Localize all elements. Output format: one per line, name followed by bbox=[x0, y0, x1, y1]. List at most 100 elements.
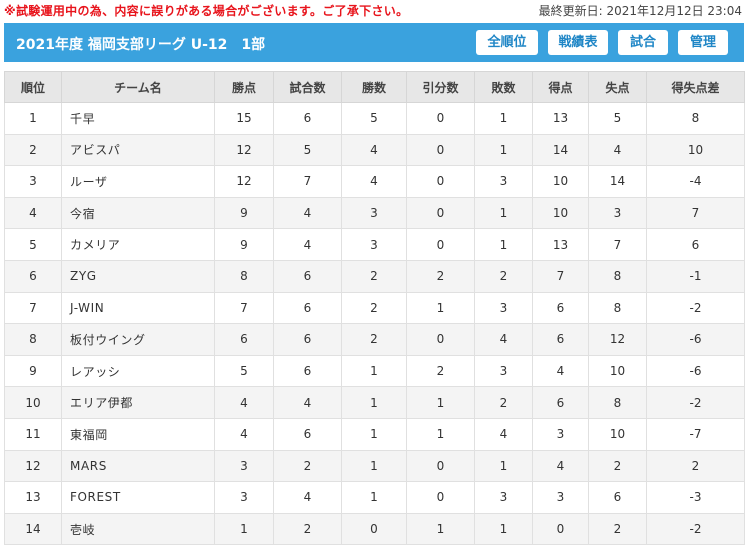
rank-cell: 9 bbox=[4, 354, 62, 388]
goal-difference-cell: -2 bbox=[646, 512, 745, 546]
goals-for-cell: 4 bbox=[532, 354, 589, 388]
goal-difference-cell: 10 bbox=[646, 133, 745, 167]
matches-button[interactable]: 試合 bbox=[618, 30, 668, 55]
goals-against-cell: 14 bbox=[588, 165, 647, 198]
team-name-cell[interactable]: 東福岡 bbox=[61, 417, 215, 451]
goals-for-cell: 6 bbox=[532, 291, 589, 325]
losses-cell: 1 bbox=[474, 133, 533, 167]
losses-cell: 2 bbox=[474, 386, 533, 419]
goals-for-cell: 10 bbox=[532, 165, 589, 198]
team-name-cell[interactable]: 壱岐 bbox=[61, 512, 215, 546]
goals-for-cell: 3 bbox=[532, 481, 589, 514]
played-cell: 6 bbox=[273, 259, 342, 293]
rank-cell: 13 bbox=[4, 481, 62, 514]
losses-cell: 4 bbox=[474, 417, 533, 451]
rank-cell: 14 bbox=[4, 512, 62, 546]
team-name-cell[interactable]: ルーザ bbox=[61, 165, 215, 198]
losses-cell: 3 bbox=[474, 165, 533, 198]
goals-against-cell: 12 bbox=[588, 323, 647, 356]
goals-against-cell: 8 bbox=[588, 259, 647, 293]
wins-cell: 4 bbox=[341, 165, 407, 198]
draws-cell: 0 bbox=[406, 165, 475, 198]
table-row: 5 カメリア 9 4 3 0 1 13 7 6 bbox=[4, 228, 745, 261]
goal-difference-cell: 8 bbox=[646, 102, 745, 135]
goals-against-cell: 8 bbox=[588, 386, 647, 419]
goal-difference-cell: 7 bbox=[646, 196, 745, 230]
points-cell: 3 bbox=[214, 481, 274, 514]
standings-table: 順位 チーム名 勝点 試合数 勝数 引分数 敗数 得点 失点 得失点差 1 千早 1… bbox=[4, 71, 745, 546]
wins-cell: 2 bbox=[341, 323, 407, 356]
goals-for-cell: 14 bbox=[532, 133, 589, 167]
table-row: 6 ZYG 8 6 2 2 2 7 8 -1 bbox=[4, 259, 745, 293]
goals-for-cell: 6 bbox=[532, 386, 589, 419]
column-header-goals-for: 得点 bbox=[532, 71, 589, 103]
rank-cell: 12 bbox=[4, 449, 62, 483]
last-updated: 最終更新日: 2021年12月12日 23:04 bbox=[538, 4, 742, 18]
team-name-cell[interactable]: J-WIN bbox=[61, 291, 215, 325]
team-name-cell[interactable]: 千早 bbox=[61, 102, 215, 135]
team-name-cell[interactable]: MARS bbox=[61, 449, 215, 483]
rank-cell: 5 bbox=[4, 228, 62, 261]
goals-against-cell: 2 bbox=[588, 449, 647, 483]
table-row: 11 東福岡 4 6 1 1 4 3 10 -7 bbox=[4, 417, 745, 451]
goal-difference-cell: 2 bbox=[646, 449, 745, 483]
losses-cell: 1 bbox=[474, 102, 533, 135]
draws-cell: 0 bbox=[406, 449, 475, 483]
header-nav: 全順位 戦績表 試合 管理 bbox=[476, 30, 728, 55]
draws-cell: 0 bbox=[406, 133, 475, 167]
points-cell: 3 bbox=[214, 449, 274, 483]
all-rankings-button[interactable]: 全順位 bbox=[476, 30, 538, 55]
points-cell: 12 bbox=[214, 165, 274, 198]
draws-cell: 1 bbox=[406, 291, 475, 325]
draws-cell: 0 bbox=[406, 323, 475, 356]
notice-bar: ※試験運用中の為、内容に誤りがある場合がございます。ご了承下さい。 最終更新日:… bbox=[0, 0, 750, 20]
played-cell: 6 bbox=[273, 102, 342, 135]
losses-cell: 1 bbox=[474, 228, 533, 261]
goals-against-cell: 10 bbox=[588, 417, 647, 451]
played-cell: 4 bbox=[273, 481, 342, 514]
table-row: 14 壱岐 1 2 0 1 1 0 2 -2 bbox=[4, 512, 745, 546]
goals-against-cell: 5 bbox=[588, 102, 647, 135]
team-name-cell[interactable]: レアッシ bbox=[61, 354, 215, 388]
points-cell: 5 bbox=[214, 354, 274, 388]
team-name-cell[interactable]: エリア伊都 bbox=[61, 386, 215, 419]
goals-for-cell: 4 bbox=[532, 449, 589, 483]
points-cell: 6 bbox=[214, 323, 274, 356]
goal-difference-cell: -6 bbox=[646, 323, 745, 356]
played-cell: 4 bbox=[273, 228, 342, 261]
played-cell: 6 bbox=[273, 291, 342, 325]
draws-cell: 1 bbox=[406, 386, 475, 419]
points-cell: 15 bbox=[214, 102, 274, 135]
points-cell: 1 bbox=[214, 512, 274, 546]
goals-for-cell: 10 bbox=[532, 196, 589, 230]
played-cell: 6 bbox=[273, 417, 342, 451]
points-cell: 4 bbox=[214, 386, 274, 419]
results-table-button[interactable]: 戦績表 bbox=[548, 30, 608, 55]
goal-difference-cell: -3 bbox=[646, 481, 745, 514]
column-header-played: 試合数 bbox=[273, 71, 342, 103]
table-row: 1 千早 15 6 5 0 1 13 5 8 bbox=[4, 102, 745, 135]
team-name-cell[interactable]: FOREST bbox=[61, 481, 215, 514]
team-name-cell[interactable]: アビスパ bbox=[61, 133, 215, 167]
team-name-cell[interactable]: 今宿 bbox=[61, 196, 215, 230]
column-header-goal-difference: 得失点差 bbox=[646, 71, 745, 103]
points-cell: 9 bbox=[214, 228, 274, 261]
goals-against-cell: 3 bbox=[588, 196, 647, 230]
draws-cell: 0 bbox=[406, 228, 475, 261]
goal-difference-cell: -4 bbox=[646, 165, 745, 198]
rank-cell: 8 bbox=[4, 323, 62, 356]
table-row: 2 アビスパ 12 5 4 0 1 14 4 10 bbox=[4, 133, 745, 167]
team-name-cell[interactable]: 板付ウイング bbox=[61, 323, 215, 356]
goal-difference-cell: -7 bbox=[646, 417, 745, 451]
league-header: 2021年度 福岡支部リーグ U-12 1部 全順位 戦績表 試合 管理 bbox=[4, 23, 744, 62]
wins-cell: 3 bbox=[341, 196, 407, 230]
rank-cell: 3 bbox=[4, 165, 62, 198]
goal-difference-cell: -2 bbox=[646, 291, 745, 325]
wins-cell: 1 bbox=[341, 417, 407, 451]
losses-cell: 1 bbox=[474, 449, 533, 483]
team-name-cell[interactable]: カメリア bbox=[61, 228, 215, 261]
team-name-cell[interactable]: ZYG bbox=[61, 259, 215, 293]
rank-cell: 7 bbox=[4, 291, 62, 325]
goals-for-cell: 13 bbox=[532, 102, 589, 135]
admin-button[interactable]: 管理 bbox=[678, 30, 728, 55]
